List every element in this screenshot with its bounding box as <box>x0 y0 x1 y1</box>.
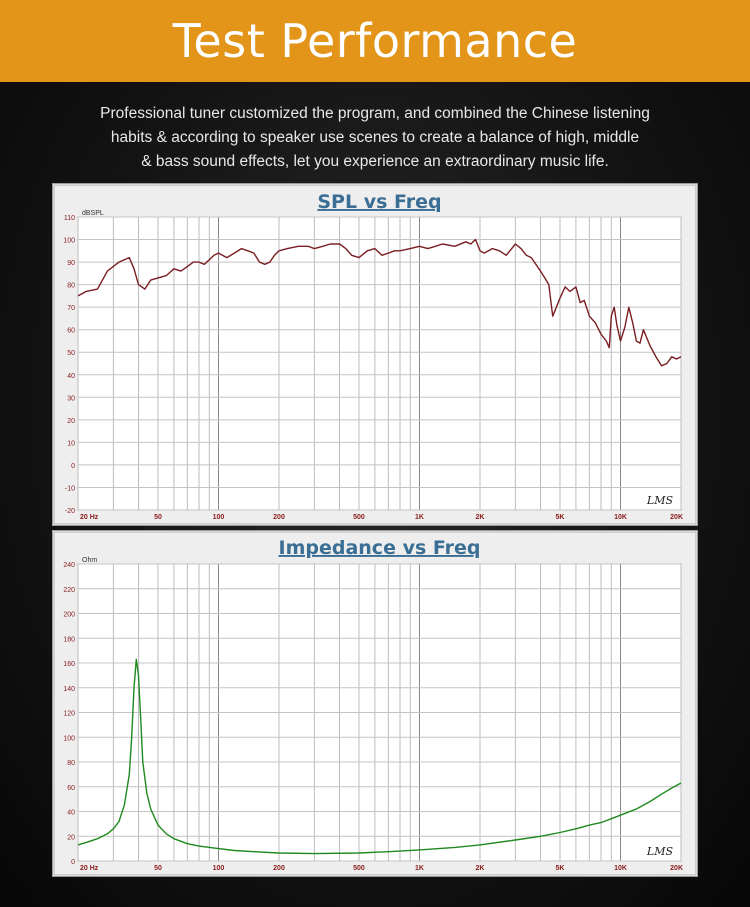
x-tick-label: 2K <box>476 514 485 521</box>
spl-chart-panel: SPL vs Freq 110 100 90 80 70 60 50 40 30 20 10 0 -10-… <box>52 183 698 526</box>
series-line <box>77 658 682 855</box>
x-tick-label: 5K <box>556 514 565 521</box>
impedance-chart-panel: Impedance vs Freq 240 220 200 180 160 140 120 10… <box>52 530 698 877</box>
y-tick-label: 80 <box>67 760 75 767</box>
y-tick-label: 90 <box>67 260 75 267</box>
chart-title: Impedance vs Freq <box>279 537 481 559</box>
x-tick-label: 200 <box>273 514 285 521</box>
y-tick-label: 70 <box>67 305 75 312</box>
y-tick-label: 120 <box>63 711 75 718</box>
x-tick-label: 10K <box>614 865 627 872</box>
x-tick-label: 20K <box>670 865 683 872</box>
plot-area <box>77 216 682 511</box>
page-title: Test Performance <box>0 0 750 82</box>
description-line-2: habits & according to speaker use scenes… <box>110 129 640 146</box>
y-tick-label: 20 <box>67 418 75 425</box>
y-tick-label: 40 <box>67 810 75 817</box>
x-tick-label: 1K <box>415 865 424 872</box>
y-tick-label: 40 <box>67 373 75 380</box>
description-line-1: Professional tuner customized the progra… <box>100 105 650 122</box>
y-tick-label: 80 <box>67 283 75 290</box>
y-tick-label: 240 <box>63 562 75 569</box>
spl-chart: SPL vs Freq1101009080706050403020100-10-… <box>53 184 697 525</box>
lms-watermark: LMS <box>646 845 674 858</box>
y-tick-label: 100 <box>63 238 75 245</box>
y-tick-label: 160 <box>63 661 75 668</box>
y-tick-label: 10 <box>67 440 75 447</box>
x-tick-label: 20 Hz <box>80 514 99 521</box>
lms-watermark: LMS <box>646 494 674 507</box>
x-tick-label: 100 <box>213 865 225 872</box>
y-tick-label: 60 <box>67 785 75 792</box>
series-line <box>77 238 682 367</box>
y-tick-label: 200 <box>63 612 75 619</box>
impedance-chart: Impedance vs Freq24022020018016014012010… <box>53 531 697 876</box>
y-tick-label: 0 <box>71 859 75 866</box>
x-tick-label: 500 <box>353 514 365 521</box>
x-tick-label: 20K <box>670 514 683 521</box>
y-tick-label: 20 <box>67 834 75 841</box>
x-tick-label: 20 Hz <box>80 865 99 872</box>
x-tick-label: 50 <box>154 865 162 872</box>
description-line-3: & bass sound effects, let you experience… <box>141 153 609 170</box>
x-tick-label: 50 <box>154 514 162 521</box>
y-tick-label: -10 <box>65 485 75 492</box>
x-tick-label: 2K <box>476 865 485 872</box>
y-tick-label: 110 <box>64 215 75 222</box>
y-tick-label: -20 <box>65 508 75 515</box>
x-tick-label: 10K <box>614 514 627 521</box>
x-tick-label: 200 <box>273 865 285 872</box>
x-tick-label: 1K <box>415 514 424 521</box>
y-tick-label: 220 <box>63 587 75 594</box>
y-tick-label: 180 <box>63 636 75 643</box>
y-tick-label: 50 <box>67 350 75 357</box>
y-axis-label: Ohm <box>82 557 97 564</box>
chart-title: SPL vs Freq <box>317 191 441 213</box>
x-tick-label: 100 <box>213 514 225 521</box>
y-tick-label: 140 <box>63 686 75 693</box>
y-tick-label: 60 <box>67 328 75 335</box>
y-tick-label: 0 <box>71 463 75 470</box>
description: Professional tuner customized the progra… <box>40 102 710 174</box>
x-tick-label: 5K <box>556 865 565 872</box>
y-tick-label: 100 <box>63 735 75 742</box>
x-tick-label: 500 <box>353 865 365 872</box>
y-axis-label: dBSPL <box>82 210 104 217</box>
y-tick-label: 30 <box>67 395 75 402</box>
